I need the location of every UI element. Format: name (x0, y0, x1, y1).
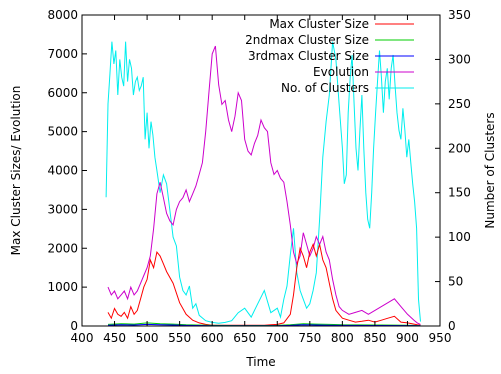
x-tick-label: 650 (233, 331, 256, 345)
x-tick-label: 450 (103, 331, 126, 345)
x-tick-label: 800 (331, 331, 354, 345)
y-left-tick-label: 2000 (47, 241, 78, 255)
x-tick-label: 900 (396, 331, 419, 345)
series-line-evolution (107, 45, 421, 325)
y-right-tick-label: 200 (448, 141, 471, 155)
y-axis-right-title: Number of Clusters (483, 112, 497, 228)
y-axis-left-title: Max Cluster Sizes/ Evolution (9, 86, 23, 256)
y-left-tick-label: 1000 (47, 280, 78, 294)
y-left-tick-label: 7000 (47, 47, 78, 61)
y-left-tick-label: 5000 (47, 125, 78, 139)
legend-label-max-cluster-size: Max Cluster Size (269, 17, 369, 31)
x-tick-label: 850 (363, 331, 386, 345)
y-right-tick-label: 150 (448, 186, 471, 200)
y-left-tick-label: 8000 (47, 8, 78, 22)
legend-label-2ndmax-cluster-size: 2ndmax Cluster Size (245, 33, 369, 47)
legend-label-evolution: Evolution (313, 65, 369, 79)
y-left-tick-label: 6000 (47, 86, 78, 100)
x-axis-title: Time (245, 355, 275, 369)
legend-label-no-of-clusters: No. of Clusters (281, 81, 369, 95)
x-tick-label: 750 (298, 331, 321, 345)
x-tick-label: 400 (71, 331, 94, 345)
y-right-tick-label: 250 (448, 97, 471, 111)
legend-label-3rdmax-cluster-size: 3rdmax Cluster Size (248, 49, 369, 63)
y-right-tick-label: 300 (448, 52, 471, 66)
y-left-tick-label: 4000 (47, 164, 78, 178)
x-tick-label: 500 (136, 331, 159, 345)
x-tick-label: 950 (429, 331, 452, 345)
ticks-layer: 400 450 500 550 600 650 700 750 800 850 900 9500100… (47, 8, 470, 345)
y-right-tick-label: 100 (448, 230, 471, 244)
x-tick-label: 550 (168, 331, 191, 345)
y-left-tick-label: 3000 (47, 202, 78, 216)
x-tick-label: 600 (201, 331, 224, 345)
y-right-tick-label: 350 (448, 8, 471, 22)
x-tick-label: 700 (266, 331, 289, 345)
y-left-tick-label: 0 (70, 319, 78, 333)
legend: Max Cluster Size 2ndmax Cluster Size 3rdma… (245, 17, 414, 95)
y-right-tick-label: 50 (448, 275, 463, 289)
y-right-tick-label: 0 (448, 319, 456, 333)
